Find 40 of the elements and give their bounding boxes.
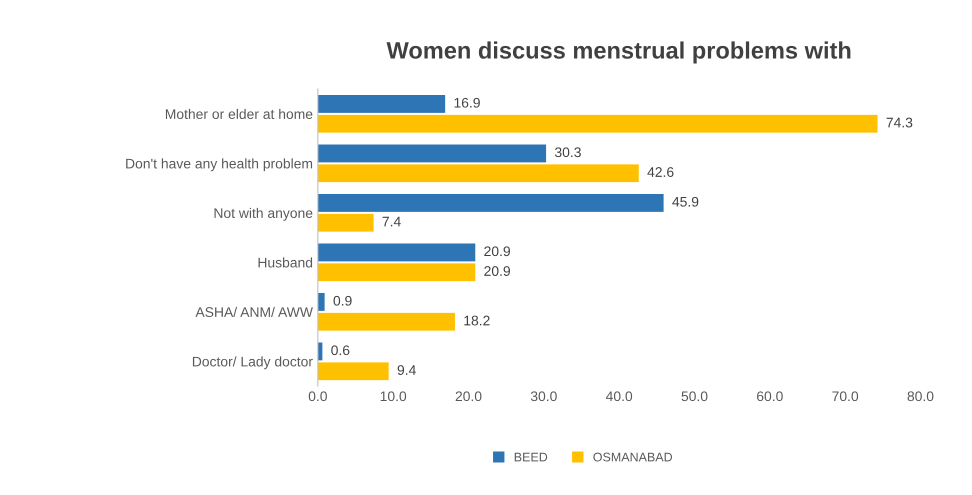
- data-label: 9.4: [398, 365, 416, 375]
- x-tick-label: 0.0: [308, 391, 327, 402]
- bar: [318, 214, 374, 232]
- y-tick-label: Doctor/ Lady doctor: [192, 356, 313, 370]
- legend-label: BEED: [514, 452, 548, 462]
- bar: [318, 312, 455, 331]
- x-tick-label: 10.0: [380, 391, 406, 402]
- bar: [318, 362, 389, 380]
- bar: [318, 263, 476, 282]
- x-tick-label: 50.0: [682, 391, 708, 402]
- data-label: 7.4: [382, 216, 401, 226]
- data-label: 20.9: [484, 246, 510, 256]
- data-label: 45.9: [672, 196, 698, 207]
- bar: [318, 114, 878, 133]
- x-tick-label: 70.0: [832, 391, 858, 402]
- data-label: 16.9: [454, 98, 480, 108]
- data-label: 42.6: [647, 167, 674, 177]
- bar: [318, 194, 664, 212]
- y-tick-label: Mother or elder at home: [166, 108, 312, 120]
- data-label: 30.3: [554, 147, 581, 158]
- bar: [318, 244, 476, 262]
- legend-label: OSMANABAD: [593, 452, 672, 462]
- y-tick-label: Husband: [258, 257, 312, 268]
- x-tick-label: 80.0: [908, 391, 934, 402]
- data-label: 18.2: [464, 316, 490, 326]
- x-tick-label: 30.0: [530, 391, 557, 402]
- x-tick-label: 20.0: [456, 391, 482, 402]
- chart-title: Women discuss menstrual problems with: [386, 41, 850, 64]
- x-tick-label: 60.0: [757, 391, 783, 402]
- data-label: 74.3: [886, 118, 912, 128]
- y-tick-label: Not with anyone: [214, 208, 312, 221]
- x-tick-label: 40.0: [606, 391, 632, 402]
- y-tick-label: Don't have any health problem: [126, 158, 312, 172]
- data-label: 0.9: [334, 296, 352, 306]
- data-label: 0.6: [331, 345, 350, 356]
- bar: [318, 95, 446, 113]
- y-tick-label: ASHA/ ANM/ AWW: [195, 306, 313, 318]
- data-label: 20.9: [484, 266, 510, 276]
- bar: [318, 144, 546, 162]
- bar: [318, 164, 639, 182]
